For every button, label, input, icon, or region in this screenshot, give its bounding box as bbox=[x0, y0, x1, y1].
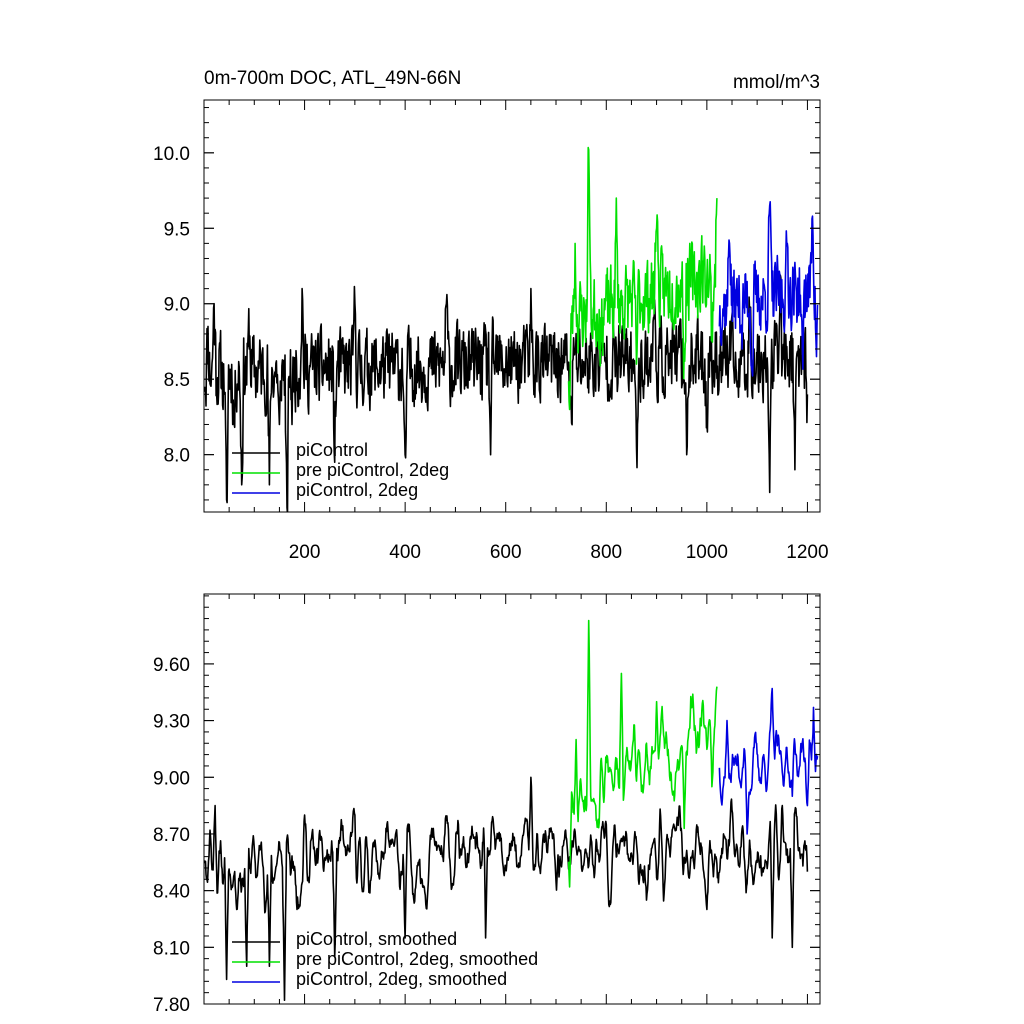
y-tick-label: 9.00 bbox=[153, 768, 190, 789]
plot-frame bbox=[203, 99, 821, 513]
legend-label: piControl bbox=[296, 440, 368, 460]
axis-ticks bbox=[204, 100, 820, 512]
series-line-1 bbox=[204, 776, 809, 1001]
legend-label: pre piControl, 2deg, smoothed bbox=[296, 949, 538, 969]
y-tick-label: 9.60 bbox=[153, 655, 190, 676]
x-tick-label: 200 bbox=[289, 542, 321, 563]
series-line-3 bbox=[718, 687, 819, 835]
y-tick-label: 8.70 bbox=[153, 825, 190, 846]
legend-label: pre piControl, 2deg bbox=[296, 460, 449, 480]
chart-title: 0m-700m DOC, ATL_49N-66N bbox=[204, 68, 461, 89]
y-tick-label: 7.80 bbox=[153, 995, 190, 1016]
y-tick-label: 8.40 bbox=[153, 882, 190, 903]
plot-frame bbox=[203, 593, 821, 1005]
x-tick-label: 600 bbox=[490, 542, 522, 563]
series-lines bbox=[204, 619, 819, 1001]
x-tick-label: 400 bbox=[389, 542, 421, 563]
panel-bottom: 7.80 8.10 8.40 8.70 9.00 9.30 9.60 piControl, s… bbox=[153, 593, 821, 1016]
y-tick-label: 9.5 bbox=[164, 219, 190, 240]
axis-ticks bbox=[204, 594, 820, 1005]
series-line-3 bbox=[718, 201, 819, 377]
legend-label: piControl, smoothed bbox=[296, 929, 457, 949]
panel-top: 8.0 8.5 9.0 9.5 10.0 200 400 600 800 1000 1200 0m-7… bbox=[153, 68, 829, 563]
series-line-2 bbox=[567, 146, 718, 411]
series-lines bbox=[204, 146, 819, 512]
y-tick-label: 8.10 bbox=[153, 938, 190, 959]
legend-label: piControl, 2deg bbox=[296, 480, 418, 500]
x-tick-label: 800 bbox=[590, 542, 622, 563]
legend-label: piControl, 2deg, smoothed bbox=[296, 969, 507, 989]
x-tick-label: 1200 bbox=[786, 542, 828, 563]
y-tick-label: 8.0 bbox=[164, 446, 190, 467]
x-tick-label: 1000 bbox=[686, 542, 728, 563]
y-tick-label: 9.30 bbox=[153, 712, 190, 733]
units-label: mmol/m^3 bbox=[733, 72, 820, 93]
series-line-1 bbox=[204, 274, 809, 512]
y-tick-label: 10.0 bbox=[153, 144, 190, 165]
y-tick-label: 9.0 bbox=[164, 295, 190, 316]
series-line-2 bbox=[567, 619, 718, 888]
y-tick-label: 8.5 bbox=[164, 370, 190, 391]
